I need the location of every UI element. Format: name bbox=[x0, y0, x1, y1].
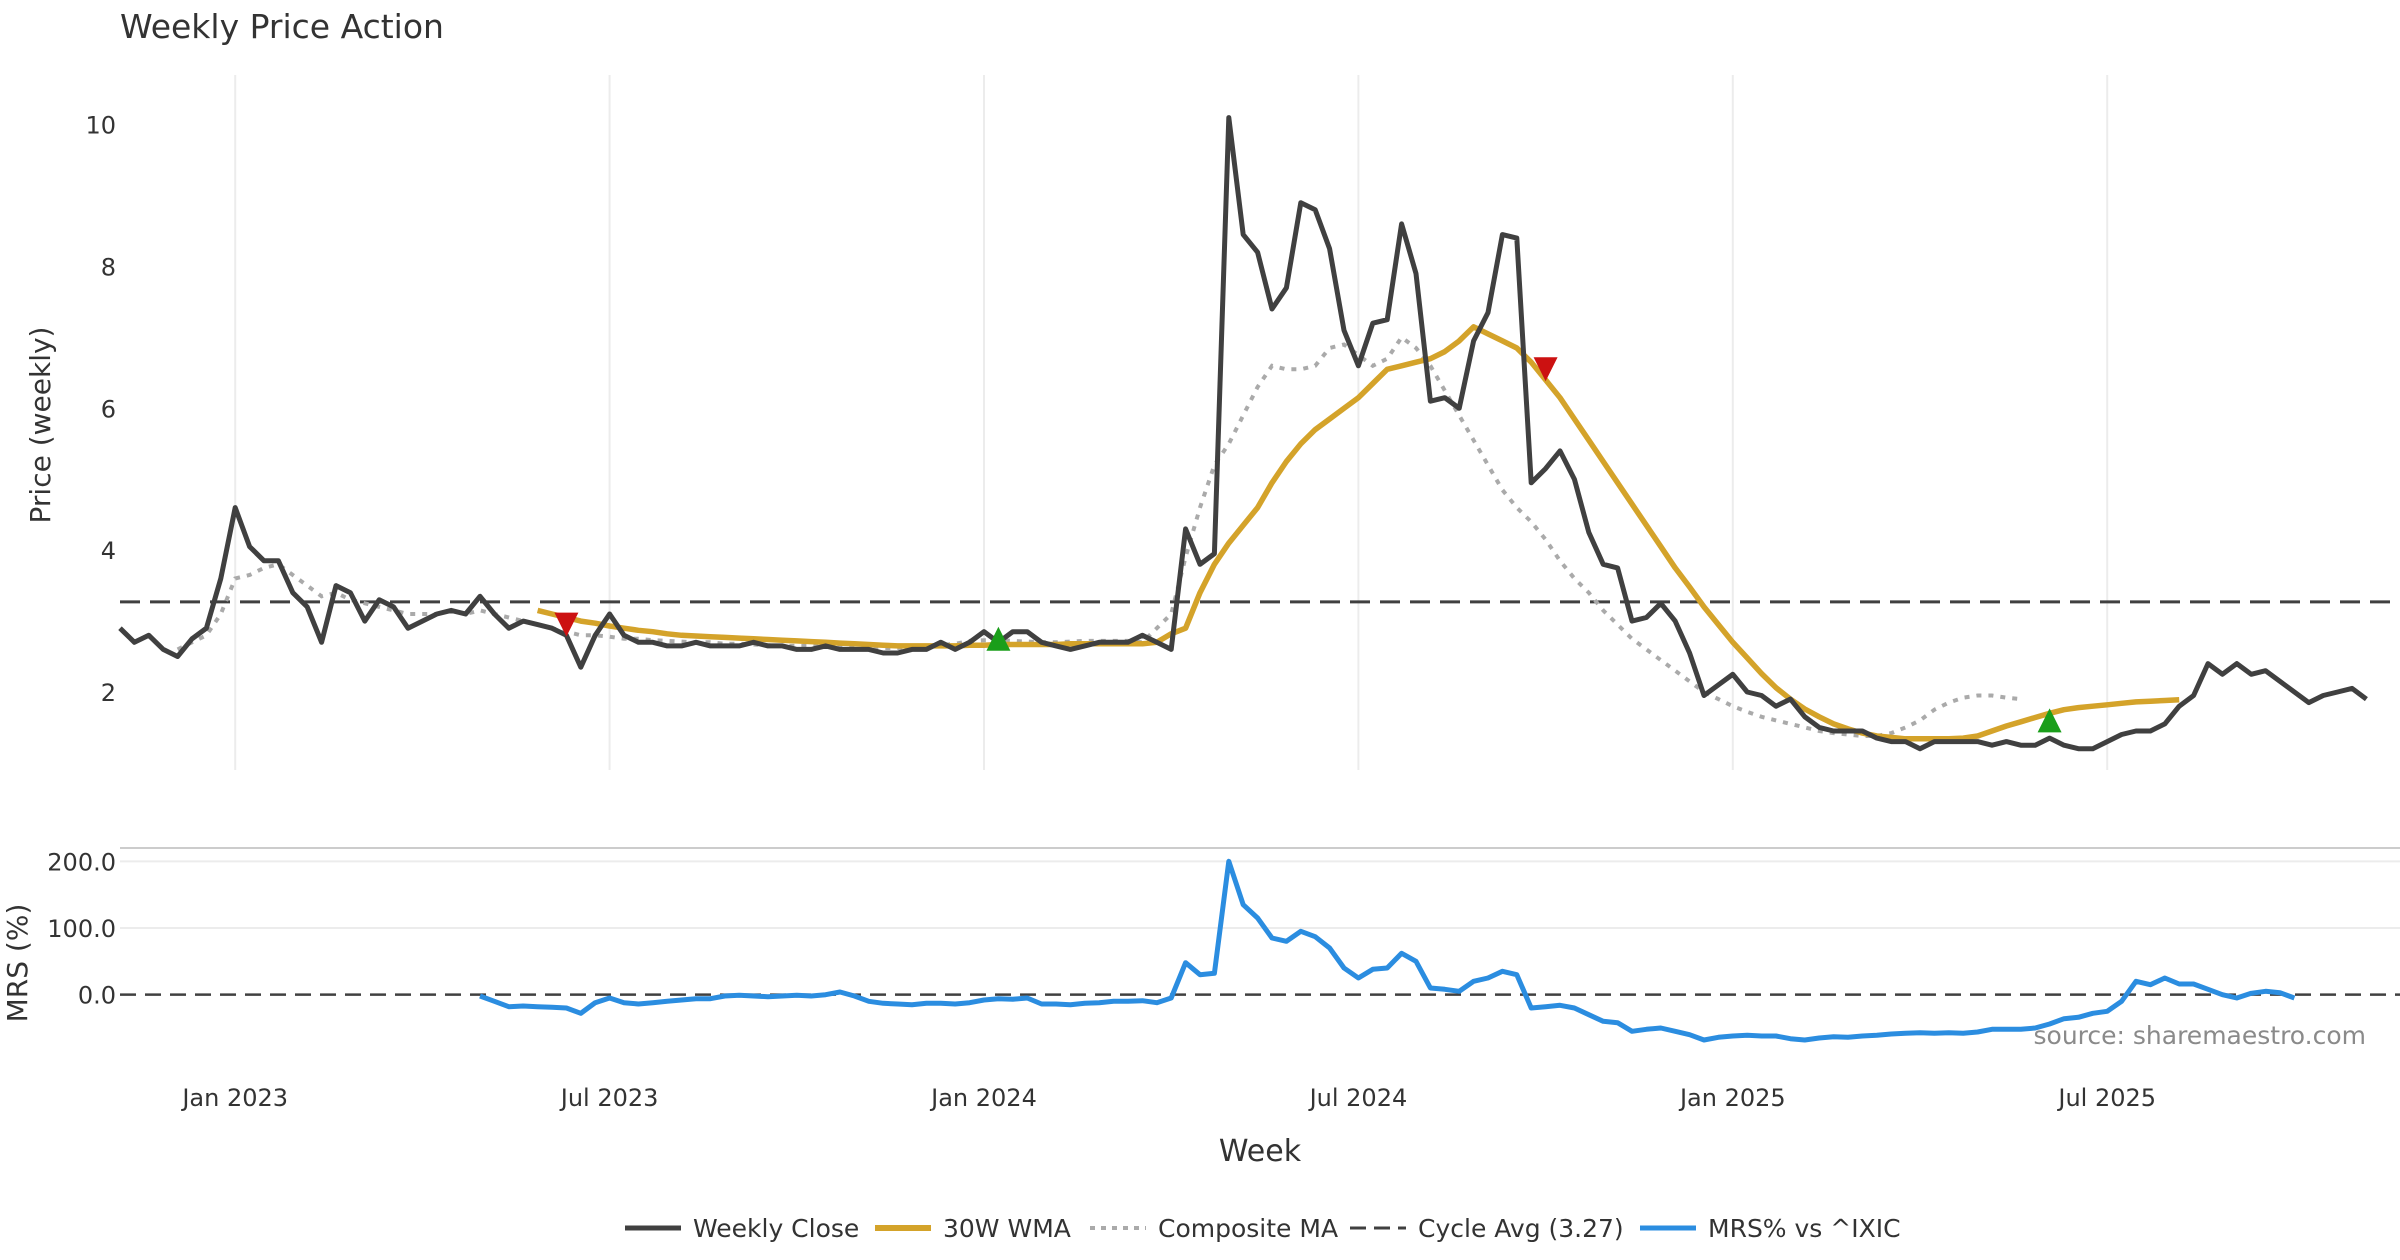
x-tick-label: Jan 2024 bbox=[929, 1084, 1037, 1112]
mrs-y-tick-label: 0.0 bbox=[78, 982, 116, 1010]
x-axis-label: Week bbox=[1219, 1134, 1302, 1169]
mrs-gridlines bbox=[120, 860, 2400, 929]
legend: Weekly Close 30W WMA Composite MA Cycle Avg… bbox=[625, 1214, 1901, 1243]
price-y-tick-label: 10 bbox=[85, 112, 116, 140]
x-tick-label: Jul 2023 bbox=[559, 1084, 659, 1112]
price-y-tick-label: 6 bbox=[101, 395, 116, 423]
sell-signal-marker bbox=[554, 612, 579, 637]
mrs-y-tick-label: 100.0 bbox=[47, 915, 116, 943]
legend-label: Composite MA bbox=[1158, 1214, 1338, 1243]
buy-signal-marker bbox=[986, 626, 1011, 651]
price-y-axis-label: Price (weekly) bbox=[24, 327, 57, 524]
mrs-panel: 0.0 100.0 200.0 MRS (%) source: sharemaest… bbox=[1, 848, 2400, 1050]
x-tick-label: Jul 2024 bbox=[1308, 1084, 1408, 1112]
sell-signal-marker bbox=[1533, 357, 1558, 382]
price-y-tick-label: 8 bbox=[101, 253, 116, 281]
source-attribution: source: sharemaestro.com bbox=[2034, 1021, 2367, 1050]
price-y-tick-label: 4 bbox=[101, 537, 116, 565]
composite-ma-line bbox=[176, 334, 2021, 738]
wma-30w-line bbox=[536, 324, 2180, 742]
legend-label: Weekly Close bbox=[693, 1214, 859, 1243]
x-tick-label: Jan 2025 bbox=[1678, 1084, 1786, 1112]
mrs-y-tick-label: 200.0 bbox=[47, 848, 116, 876]
price-y-tick-label: 2 bbox=[101, 679, 116, 707]
buy-signal-marker bbox=[2037, 708, 2062, 733]
x-axis-ticks: Jan 2023 Jul 2023 Jan 2024 Jul 2024 Jan 2025… bbox=[180, 1084, 2156, 1112]
x-tick-label: Jul 2025 bbox=[2056, 1084, 2156, 1112]
chart-title: Weekly Price Action bbox=[120, 7, 444, 46]
signal-markers bbox=[554, 357, 2062, 733]
legend-label: 30W WMA bbox=[943, 1214, 1071, 1243]
x-gridlines bbox=[234, 75, 2109, 770]
mrs-y-ticks: 0.0 100.0 200.0 bbox=[47, 848, 116, 1009]
mrs-line bbox=[479, 858, 2296, 1043]
x-tick-label: Jan 2023 bbox=[180, 1084, 288, 1112]
price-y-ticks: 2 4 6 8 10 bbox=[85, 112, 116, 707]
mrs-y-axis-label: MRS (%) bbox=[1, 904, 34, 1023]
legend-label: Cycle Avg (3.27) bbox=[1418, 1214, 1624, 1243]
weekly-close-line bbox=[118, 115, 2368, 752]
price-panel: 2 4 6 8 10 Price (weekly) bbox=[24, 112, 2400, 752]
legend-label: MRS% vs ^IXIC bbox=[1708, 1214, 1901, 1243]
